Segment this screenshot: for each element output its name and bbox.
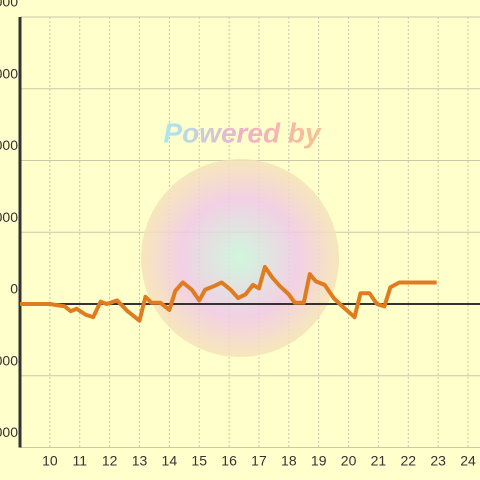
x-tick-label: 15 bbox=[191, 453, 207, 469]
y-tick-label: 0 bbox=[10, 281, 18, 297]
x-tick-label: 17 bbox=[251, 453, 267, 469]
x-tick-label: 12 bbox=[102, 453, 118, 469]
x-tick-label: 20 bbox=[341, 453, 357, 469]
y-tick-label: 9,000 bbox=[0, 65, 18, 81]
x-tick-label: 19 bbox=[311, 453, 327, 469]
x-tick-label: 24 bbox=[460, 453, 476, 469]
x-tick-label: 11 bbox=[72, 453, 87, 469]
x-tick-label: 16 bbox=[221, 453, 237, 469]
plot: -6,000 -3,000 0 3,000 6,000 9,000 12,000 10 11 12… bbox=[0, 0, 480, 469]
x-tick-label: 13 bbox=[132, 453, 148, 469]
y-tick-label: 12,000 bbox=[0, 0, 18, 10]
y-tick-label: -6,000 bbox=[0, 424, 18, 440]
y-tick-label: 3,000 bbox=[0, 209, 18, 225]
x-tick-label: 14 bbox=[162, 453, 178, 469]
x-tick-label: 23 bbox=[430, 453, 446, 469]
y-tick-label: -3,000 bbox=[0, 352, 18, 368]
watermark-text: Powered by bbox=[163, 117, 322, 148]
watermark-logo bbox=[141, 159, 339, 357]
x-tick-label: 18 bbox=[281, 453, 297, 469]
y-tick-label: 6,000 bbox=[0, 137, 18, 153]
data-line bbox=[20, 264, 437, 323]
x-tick-label: 21 bbox=[371, 453, 387, 469]
x-tick-label: 10 bbox=[42, 453, 58, 469]
x-tick-label: 22 bbox=[401, 453, 417, 469]
